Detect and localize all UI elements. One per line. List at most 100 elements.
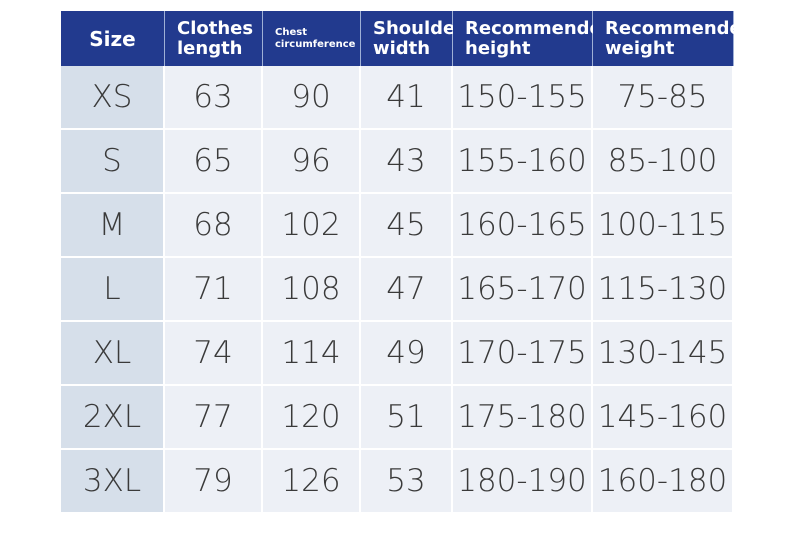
value-cell: 102: [263, 194, 361, 258]
cell-text: 108: [281, 271, 341, 307]
size-cell: XL: [61, 322, 165, 386]
value-cell: 53: [361, 450, 453, 514]
size-label: 2XL: [82, 399, 142, 435]
value-cell: 96: [263, 130, 361, 194]
size-cell: L: [61, 258, 165, 322]
size-label: S: [102, 143, 122, 179]
value-cell: 155-160: [453, 130, 593, 194]
cell-text: 170-175: [457, 335, 587, 371]
header-text: length: [177, 37, 243, 59]
value-cell: 170-175: [453, 322, 593, 386]
cell-text: 63: [193, 79, 233, 115]
value-cell: 160-165: [453, 194, 593, 258]
header-text: Chest: [275, 26, 307, 38]
cell-text: 75-85: [617, 79, 708, 115]
value-cell: 90: [263, 66, 361, 130]
size-label: XS: [91, 79, 133, 115]
cell-text: 100-115: [597, 207, 728, 243]
value-cell: 108: [263, 258, 361, 322]
cell-text: 145-160: [597, 399, 728, 435]
cell-text: 43: [386, 143, 426, 179]
header-text: Recommended: [465, 17, 615, 39]
cell-text: 160-180: [597, 463, 728, 499]
value-cell: 100-115: [593, 194, 734, 258]
header-text: width: [373, 37, 431, 59]
value-cell: 65: [165, 130, 263, 194]
size-label: M: [98, 207, 126, 243]
cell-text: 71: [193, 271, 233, 307]
cell-text: 114: [281, 335, 341, 371]
value-cell: 126: [263, 450, 361, 514]
value-cell: 41: [361, 66, 453, 130]
value-cell: 145-160: [593, 386, 734, 450]
header-cell: Chest circumference: [263, 11, 361, 66]
value-cell: 114: [263, 322, 361, 386]
size-table: Size Clothes length Chest circumference Shoul…: [61, 11, 755, 514]
cell-text: 51: [386, 399, 426, 435]
value-cell: 130-145: [593, 322, 734, 386]
header-text: Recommended: [605, 17, 755, 39]
cell-text: 96: [291, 143, 331, 179]
cell-text: 130-145: [597, 335, 728, 371]
header-text: Clothes: [177, 17, 254, 39]
size-label: L: [103, 271, 121, 307]
cell-text: 160-165: [457, 207, 587, 243]
size-cell: XS: [61, 66, 165, 130]
value-cell: 68: [165, 194, 263, 258]
cell-text: 77: [193, 399, 233, 435]
header-cell: Size: [61, 11, 165, 66]
cell-text: 90: [291, 79, 331, 115]
size-label: 3XL: [82, 463, 142, 499]
value-cell: 115-130: [593, 258, 734, 322]
cell-text: 180-190: [457, 463, 587, 499]
cell-text: 79: [193, 463, 233, 499]
header-text: Size: [89, 26, 136, 51]
value-cell: 180-190: [453, 450, 593, 514]
cell-text: 126: [281, 463, 341, 499]
value-cell: 77: [165, 386, 263, 450]
size-cell: S: [61, 130, 165, 194]
header-cell: Shoulder width: [361, 11, 464, 66]
cell-text: 120: [281, 399, 341, 435]
cell-text: 165-170: [457, 271, 587, 307]
cell-text: 102: [281, 207, 341, 243]
header-text: height: [465, 37, 531, 59]
value-cell: 85-100: [593, 130, 734, 194]
value-cell: 63: [165, 66, 263, 130]
header-cell: Recommended weight: [593, 11, 755, 66]
header-text: Shoulder: [373, 17, 465, 39]
cell-text: 53: [386, 463, 426, 499]
value-cell: 45: [361, 194, 453, 258]
cell-text: 45: [386, 207, 426, 243]
cell-text: 85-100: [607, 143, 718, 179]
cell-text: 41: [386, 79, 426, 115]
cell-text: 175-180: [457, 399, 587, 435]
size-cell: 2XL: [61, 386, 165, 450]
value-cell: 75-85: [593, 66, 734, 130]
cell-text: 65: [193, 143, 233, 179]
value-cell: 120: [263, 386, 361, 450]
value-cell: 43: [361, 130, 453, 194]
cell-text: 49: [386, 335, 426, 371]
cell-text: 150-155: [457, 79, 587, 115]
header-text: weight: [605, 37, 675, 59]
value-cell: 74: [165, 322, 263, 386]
cell-text: 47: [386, 271, 426, 307]
value-cell: 71: [165, 258, 263, 322]
header-cell: Clothes length: [165, 11, 263, 66]
value-cell: 51: [361, 386, 453, 450]
value-cell: 175-180: [453, 386, 593, 450]
size-cell: M: [61, 194, 165, 258]
header-cell: Recommended height: [453, 11, 615, 66]
value-cell: 150-155: [453, 66, 593, 130]
cell-text: 74: [193, 335, 233, 371]
value-cell: 165-170: [453, 258, 593, 322]
cell-text: 115-130: [597, 271, 728, 307]
value-cell: 47: [361, 258, 453, 322]
size-cell: 3XL: [61, 450, 165, 514]
cell-text: 155-160: [457, 143, 587, 179]
cell-text: 68: [193, 207, 233, 243]
header-text: circumference: [275, 38, 356, 50]
value-cell: 49: [361, 322, 453, 386]
